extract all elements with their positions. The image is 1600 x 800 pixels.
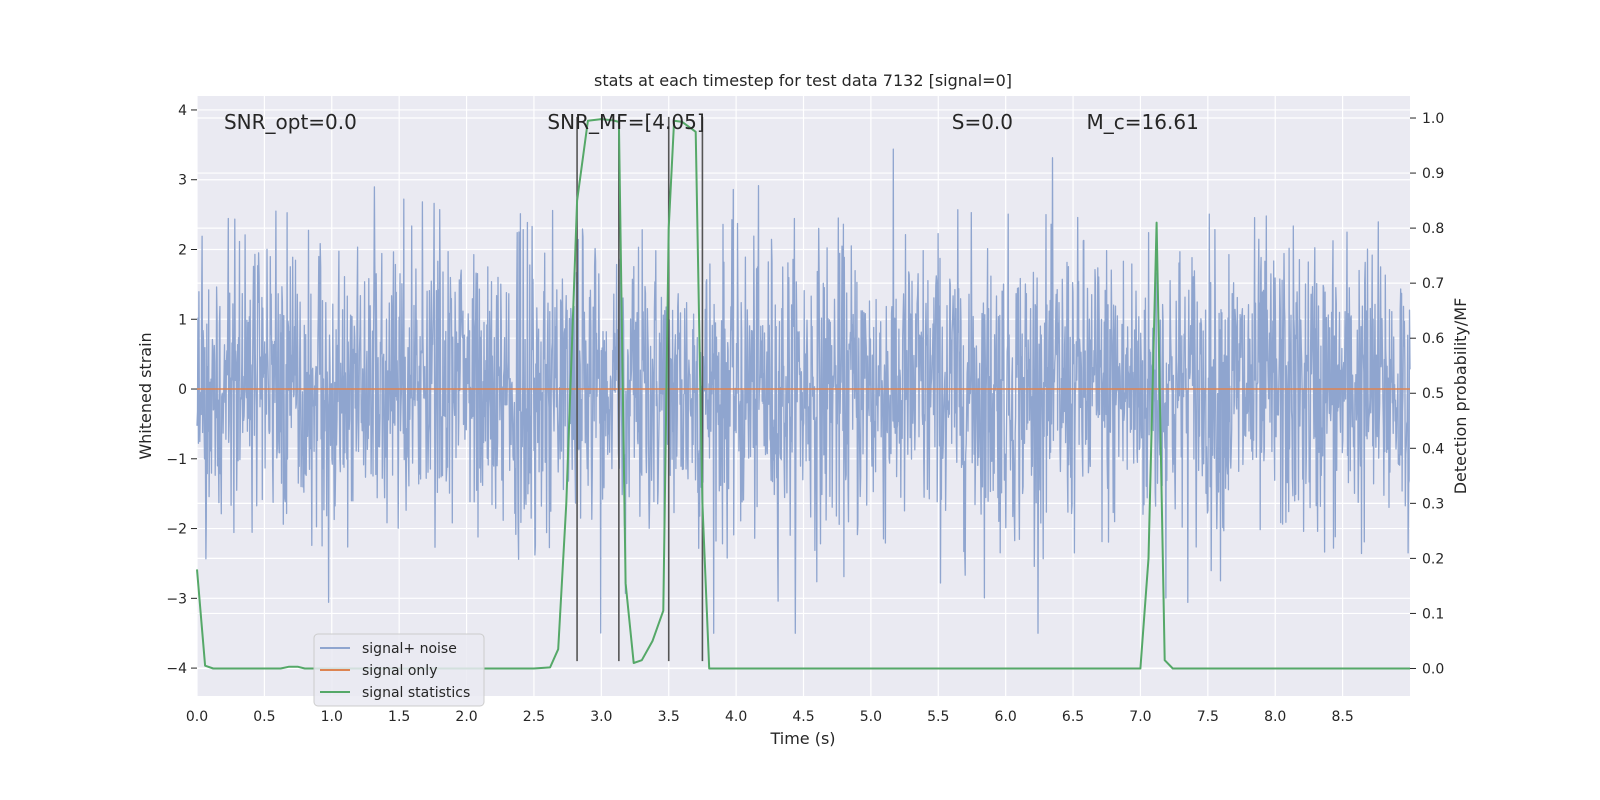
- annotation-snr-opt: SNR_opt=0.0: [224, 110, 357, 134]
- x-tick-label: 2.0: [455, 709, 477, 725]
- right-y-tick-label: 0.8: [1422, 221, 1444, 237]
- x-tick-label: 1.5: [388, 709, 410, 725]
- right-y-tick-label: 0.0: [1422, 661, 1444, 677]
- y-tick-label: −1: [166, 452, 187, 468]
- legend-label: signal only: [362, 663, 437, 679]
- series-layer: [196, 116, 1411, 670]
- legend-box: [313, 633, 485, 707]
- right-y-tick-label: 0.3: [1422, 496, 1444, 512]
- right-y-tick-label: 0.7: [1422, 276, 1444, 292]
- y-tick-label: 3: [178, 173, 187, 189]
- x-tick-label: 1.0: [321, 709, 343, 725]
- x-tick-label: 5.0: [860, 709, 882, 725]
- right-y-tick-label: 0.4: [1422, 441, 1444, 457]
- x-tick-label: 0.5: [253, 709, 275, 725]
- annotation-s-value: S=0.0: [952, 110, 1013, 134]
- right-y-tick-label: 0.5: [1422, 386, 1444, 402]
- vertical-markers: [576, 116, 704, 662]
- legend: signal+ noise signal only signal statistic…: [313, 633, 485, 707]
- y-tick-label: −4: [166, 661, 187, 677]
- x-tick-label: 3.5: [658, 709, 680, 725]
- chart-title: stats at each timestep for test data 713…: [594, 71, 1012, 90]
- right-y-tick-label: 0.2: [1422, 551, 1444, 567]
- x-tick-label: 7.0: [1129, 709, 1151, 725]
- x-tick-label: 4.5: [792, 709, 814, 725]
- right-y-axis-ticks: 1.0 0.9 0.8 0.7 0.6 0.5 0.4 0.3 0.2 0.1 0.0: [1410, 111, 1444, 677]
- x-axis-ticks: 0.0 0.5 1.0 1.5 2.0 2.5 3.0 3.5 4.0 4.5 5.0 5.5 6.0 6…: [186, 709, 1354, 725]
- series-signal-statistics: [196, 118, 1410, 670]
- right-y-tick-label: 0.6: [1422, 331, 1444, 347]
- x-axis-label: Time (s): [769, 729, 835, 748]
- y-tick-label: 4: [178, 103, 187, 119]
- x-tick-label: 3.0: [590, 709, 612, 725]
- y-axis-ticks: 4 3 2 1 0 −1 −2 −3 −4: [166, 103, 197, 677]
- x-tick-label: 0.0: [186, 709, 208, 725]
- right-y-tick-label: 0.9: [1422, 166, 1444, 182]
- y-tick-label: −2: [166, 522, 187, 538]
- y-tick-label: 1: [178, 312, 187, 328]
- x-tick-label: 8.0: [1264, 709, 1286, 725]
- x-tick-label: 6.0: [995, 709, 1017, 725]
- annotation-chirp-mass: M_c=16.61: [1087, 110, 1199, 134]
- series-signal-plus-noise: [196, 148, 1411, 634]
- y-tick-label: 0: [178, 382, 187, 398]
- annotation-snr-mf: SNR_MF=[4.05]: [547, 110, 704, 134]
- y-axis-label: Whitened strain: [136, 332, 155, 459]
- right-y-axis-label: Detection probability/MF: [1451, 298, 1470, 495]
- legend-label: signal+ noise: [362, 641, 457, 657]
- x-tick-label: 7.5: [1197, 709, 1219, 725]
- x-tick-label: 2.5: [523, 709, 545, 725]
- x-tick-label: 6.5: [1062, 709, 1084, 725]
- y-tick-label: −3: [166, 591, 187, 607]
- right-y-tick-label: 1.0: [1422, 111, 1444, 127]
- annotations: SNR_opt=0.0 SNR_MF=[4.05] S=0.0 M_c=16.61: [224, 110, 1199, 134]
- x-tick-label: 4.0: [725, 709, 747, 725]
- right-y-tick-label: 0.1: [1422, 606, 1444, 622]
- x-tick-label: 5.5: [927, 709, 949, 725]
- y-tick-label: 2: [178, 242, 187, 258]
- x-tick-label: 8.5: [1331, 709, 1353, 725]
- legend-label: signal statistics: [362, 685, 470, 701]
